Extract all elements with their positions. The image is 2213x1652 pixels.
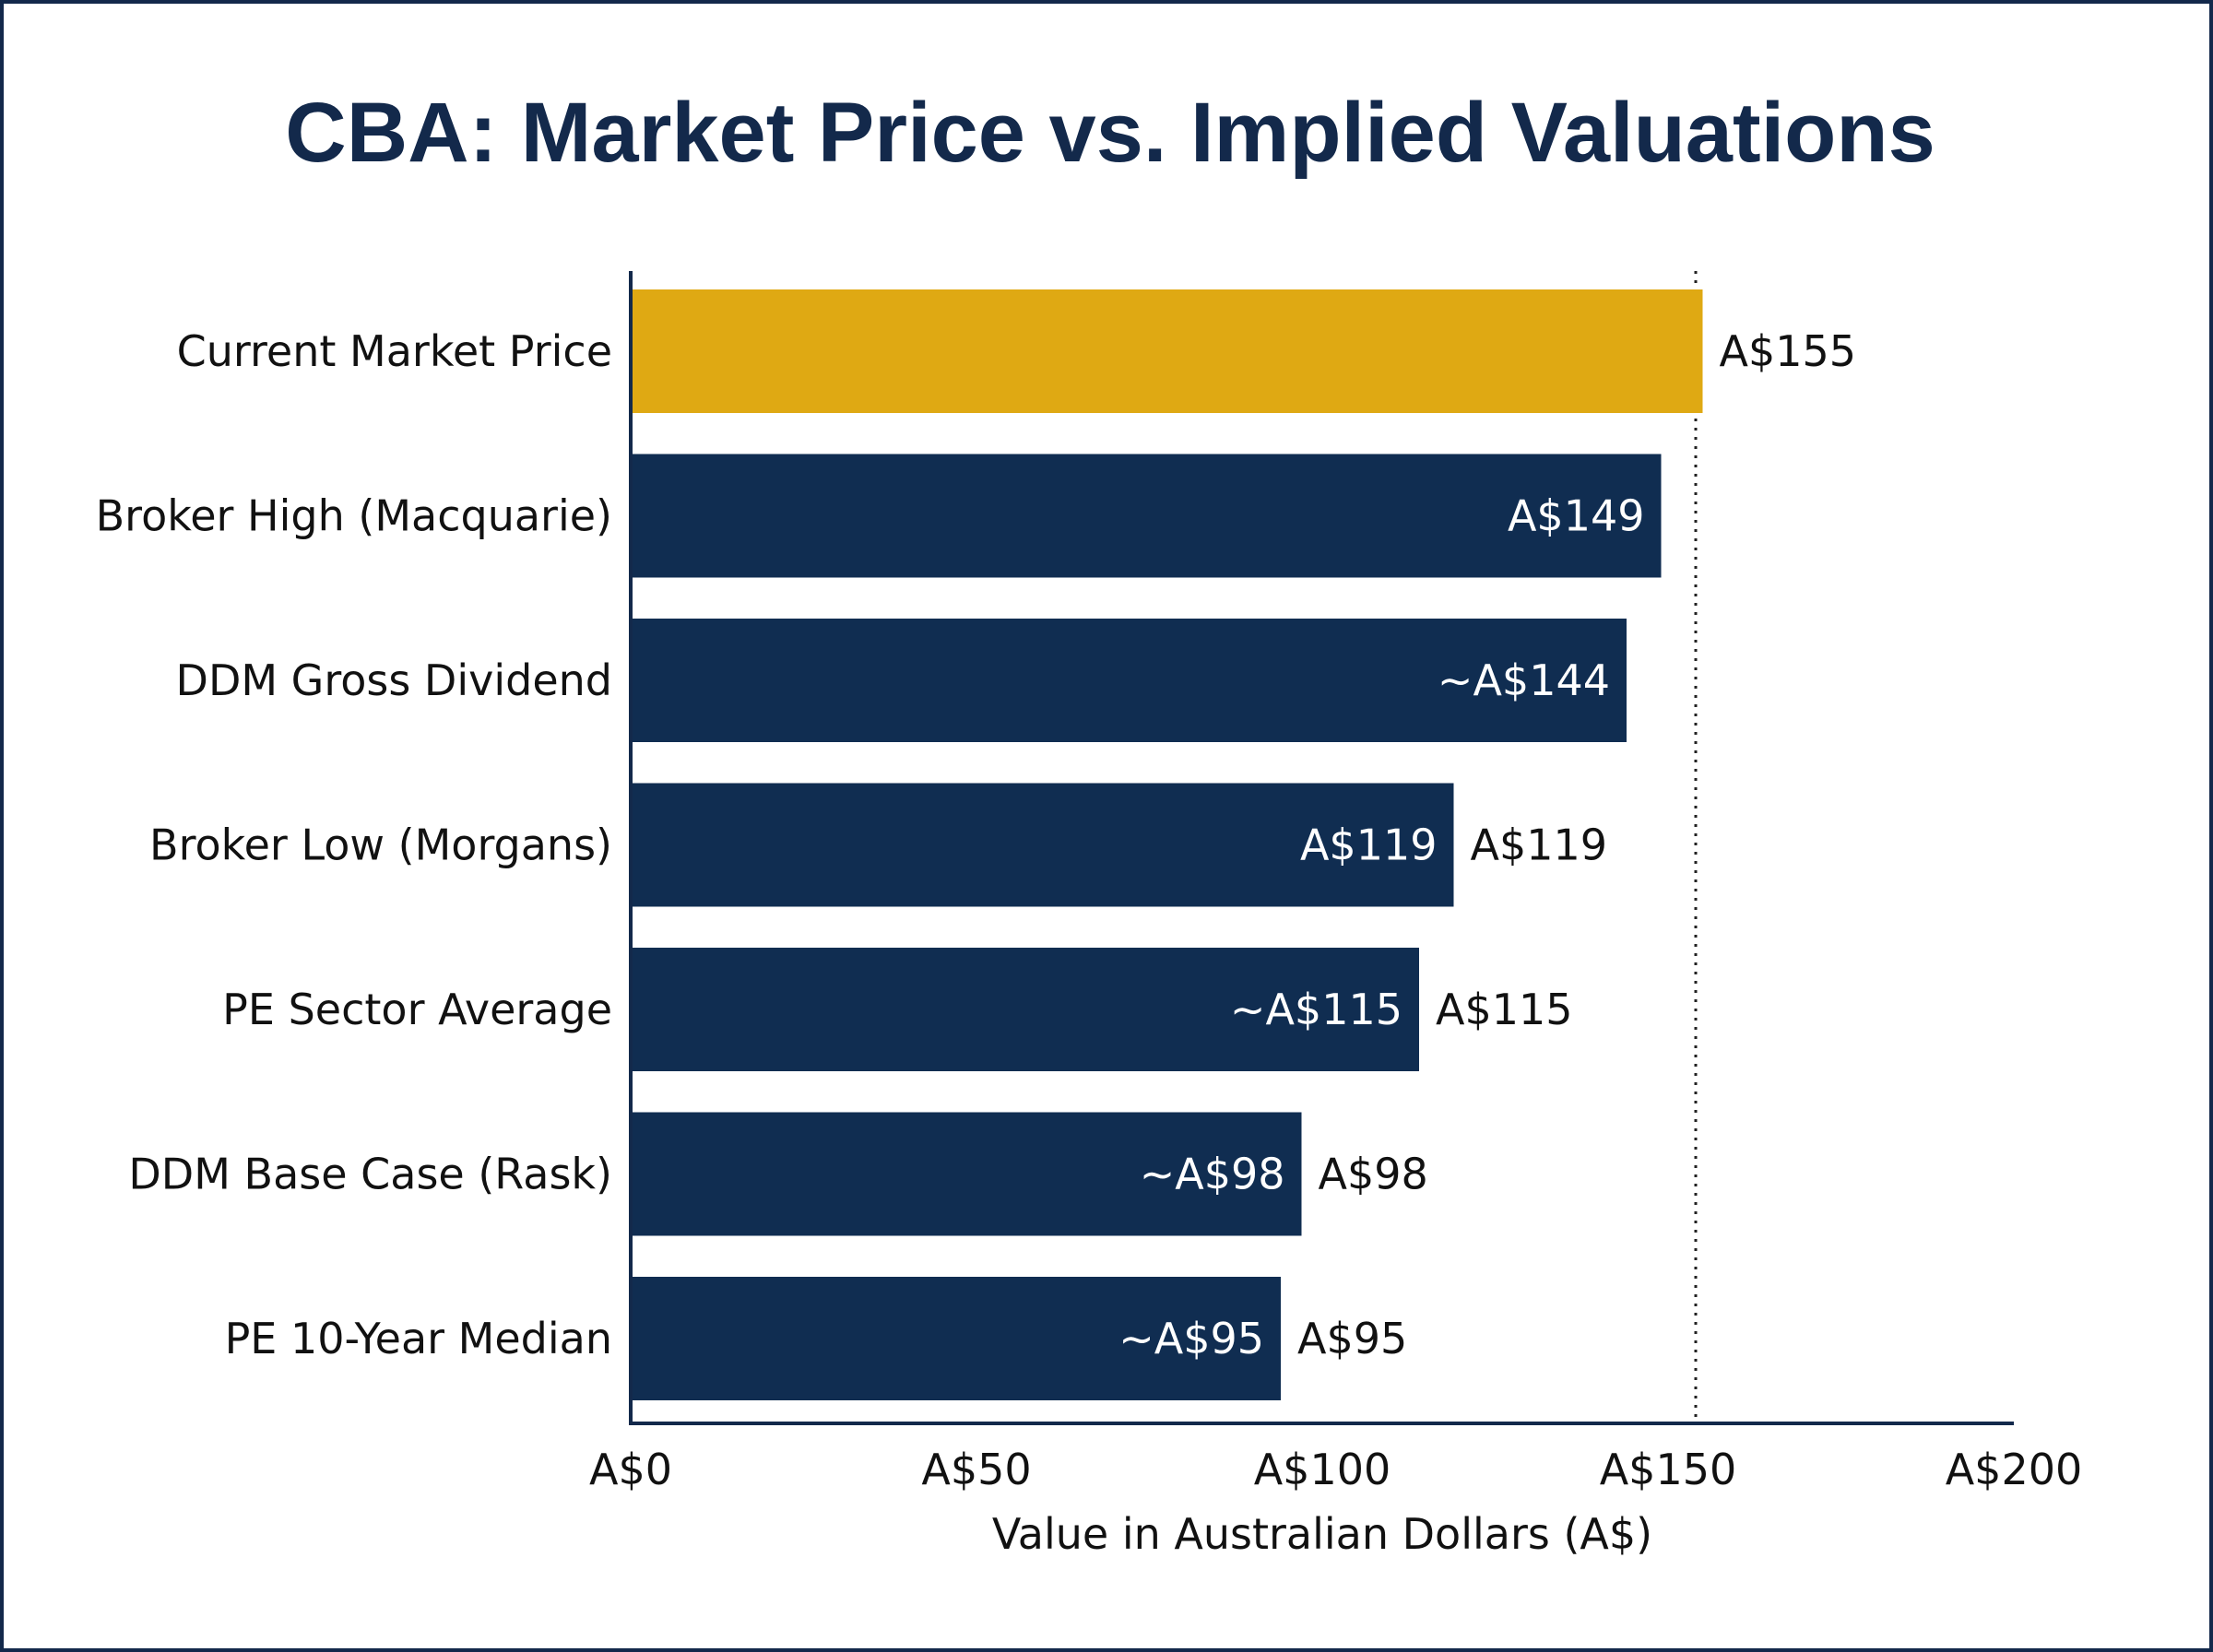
bar-value-label-outside: A$95 bbox=[1297, 1314, 1407, 1363]
bar bbox=[631, 289, 1703, 413]
bar-value-label-outside: A$155 bbox=[1720, 326, 1857, 376]
bar-value-label-inside: ~A$144 bbox=[1438, 655, 1610, 705]
category-label: Broker High (Macquarie) bbox=[96, 491, 612, 541]
bar-value-label-inside: A$149 bbox=[1508, 491, 1645, 541]
bar-value-label-inside: ~A$98 bbox=[1140, 1150, 1285, 1199]
bar bbox=[631, 1112, 1302, 1236]
bar bbox=[631, 783, 1454, 907]
bar bbox=[631, 454, 1662, 578]
bar-value-label-inside: ~A$115 bbox=[1230, 985, 1402, 1034]
bar-value-label-inside: ~A$95 bbox=[1118, 1314, 1264, 1363]
x-tick-label: A$200 bbox=[1946, 1445, 2083, 1494]
category-label: Broker Low (Morgans) bbox=[149, 820, 612, 870]
x-tick-label: A$100 bbox=[1254, 1445, 1391, 1494]
bar-value-label-outside: A$115 bbox=[1436, 985, 1573, 1034]
category-label: PE 10-Year Median bbox=[225, 1314, 612, 1363]
chart-title: CBA: Market Price vs. Implied Valuations bbox=[285, 86, 1935, 180]
category-label: PE Sector Average bbox=[222, 985, 612, 1034]
bar bbox=[631, 619, 1627, 742]
bar-chart: Current Market Price A$155 Broker High (Ma… bbox=[96, 271, 2083, 1559]
bar-value-label-outside: A$98 bbox=[1319, 1150, 1428, 1199]
x-axis-title: Value in Australian Dollars (A$) bbox=[992, 1509, 1652, 1559]
x-tick-label: A$50 bbox=[921, 1445, 1031, 1494]
bar-value-label-inside: A$119 bbox=[1300, 820, 1438, 870]
bar bbox=[631, 1277, 1281, 1400]
bar-value-label-outside: A$119 bbox=[1471, 820, 1608, 870]
x-tick-label: A$150 bbox=[1600, 1445, 1737, 1494]
category-label: Current Market Price bbox=[177, 326, 612, 376]
category-label: DDM Gross Dividend bbox=[176, 655, 612, 705]
bar bbox=[631, 948, 1419, 1071]
x-tick-label: A$0 bbox=[589, 1445, 672, 1494]
category-label: DDM Base Case (Rask) bbox=[128, 1150, 612, 1199]
